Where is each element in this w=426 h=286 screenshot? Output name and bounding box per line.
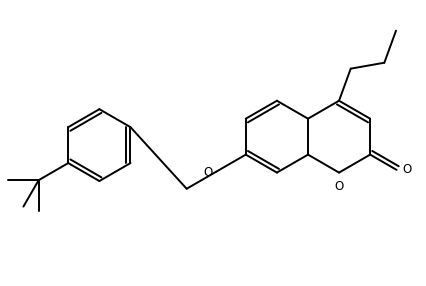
- Text: O: O: [203, 166, 212, 179]
- Text: O: O: [401, 163, 410, 176]
- Text: O: O: [334, 180, 343, 193]
